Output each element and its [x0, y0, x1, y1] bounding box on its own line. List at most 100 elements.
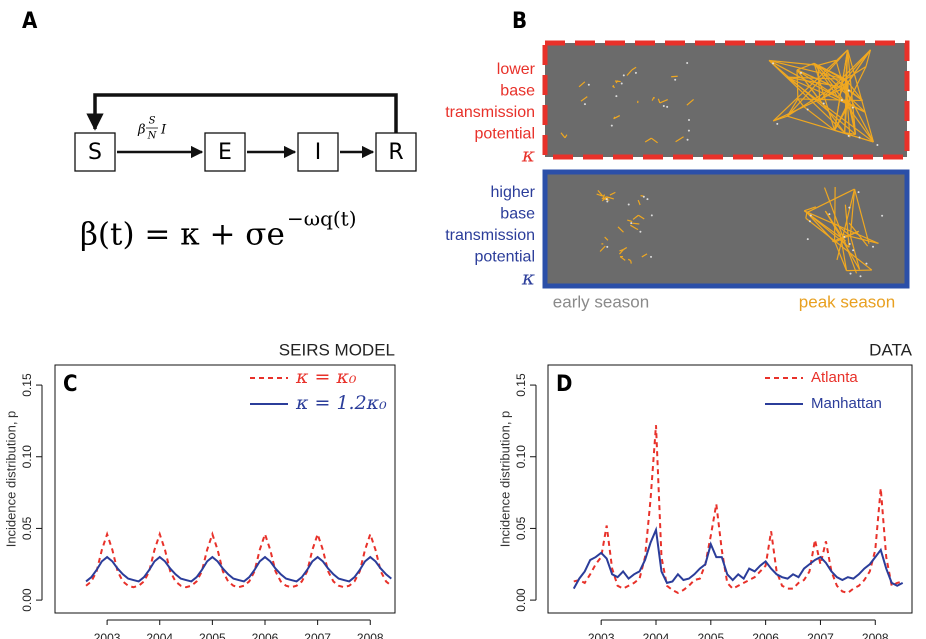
y-tick-label: 0.05	[514, 516, 528, 540]
network-node	[646, 198, 649, 201]
x-tick-label: 2004	[146, 631, 173, 639]
network-edge	[604, 236, 609, 241]
side-labels: lowerbasetransmissionpotentialκhigherbas…	[445, 61, 535, 289]
y-tick-label: 0.10	[514, 445, 528, 469]
network-node	[583, 103, 586, 106]
x-tick-label: 2008	[357, 631, 384, 639]
network-node	[806, 108, 809, 111]
network-edge	[606, 196, 614, 200]
network-node	[799, 71, 802, 74]
network-panel-bottom	[542, 169, 910, 289]
network-edge	[849, 189, 856, 237]
network-edge	[796, 62, 815, 71]
network-edge	[796, 69, 838, 89]
network-edge	[659, 99, 668, 104]
network-edge	[599, 245, 606, 252]
network-edge	[805, 212, 808, 219]
network-edge	[627, 258, 631, 262]
network-edge	[834, 66, 867, 131]
network-edge	[617, 226, 624, 233]
side-label: potential	[475, 249, 536, 266]
side-label: transmission	[445, 227, 535, 244]
network-edge	[833, 49, 849, 131]
network-edge	[675, 136, 684, 143]
side-label: lower	[497, 61, 536, 78]
node-label: S	[88, 140, 102, 165]
network-edge	[844, 49, 871, 88]
network-edge	[631, 66, 637, 71]
network-edge	[853, 188, 870, 244]
network-edge	[819, 49, 871, 101]
season-label: early season	[553, 292, 649, 311]
y-tick-label: 0.05	[20, 516, 34, 540]
network-node	[622, 74, 625, 77]
side-label: κ	[521, 266, 535, 290]
side-label: κ	[521, 143, 535, 167]
network-node	[674, 78, 677, 81]
x-tick-label: 2006	[252, 631, 279, 639]
network-edge	[651, 96, 655, 101]
edge-var: I	[160, 123, 167, 138]
network-edge	[623, 246, 628, 251]
y-tick-label: 0.00	[20, 588, 34, 612]
equation: β(t) = κ + σe	[80, 217, 285, 253]
network-edge	[651, 137, 658, 144]
network-node	[686, 138, 689, 141]
network-edge	[834, 129, 874, 143]
network-node	[650, 214, 653, 217]
network-edge	[578, 81, 586, 88]
network-edge	[772, 49, 849, 122]
network-edge	[636, 228, 639, 231]
chart-title: DATA	[869, 340, 912, 359]
network-edge	[806, 188, 855, 214]
series-line	[85, 531, 392, 589]
feedback-arrow	[86, 93, 398, 133]
panel-label: A	[22, 9, 38, 34]
network-edge	[849, 235, 861, 270]
network-node	[666, 105, 669, 108]
chart: DATA D Incidence distribution, p 0.00 0.05 0.…	[497, 340, 912, 639]
panel-b: B lowerbasetransmissionpotentialκhigherb…	[445, 9, 910, 311]
network-edge	[846, 269, 872, 272]
network-node	[852, 249, 855, 252]
network-node	[615, 95, 618, 98]
network-node	[642, 195, 645, 198]
node-box	[204, 132, 246, 172]
node-box	[74, 132, 116, 172]
network-node	[848, 206, 851, 209]
x-tick-label: 2004	[643, 631, 670, 639]
network-edge	[614, 80, 621, 83]
y-axis-label: Incidence distribution, p	[3, 411, 18, 548]
series-line	[572, 526, 904, 590]
network-edge	[797, 98, 805, 107]
network-edge	[836, 188, 856, 261]
network-edge	[637, 199, 641, 206]
network-edge	[613, 115, 621, 120]
network-node	[857, 191, 860, 194]
network-node	[606, 200, 609, 203]
network-edge	[817, 59, 837, 66]
network-edge	[848, 104, 866, 113]
series-line	[573, 425, 903, 595]
node-box	[297, 132, 339, 172]
network-edge	[768, 59, 846, 80]
x-tick-label: 2006	[752, 631, 779, 639]
network-edge	[601, 197, 604, 200]
network-node	[809, 214, 812, 217]
network-node	[662, 104, 665, 107]
network-node	[688, 118, 691, 121]
legend-label: Atlanta	[811, 369, 858, 386]
network-node	[686, 61, 689, 64]
network-node	[851, 106, 854, 109]
network-edge	[844, 132, 856, 136]
network-node	[840, 99, 843, 102]
network-node	[872, 245, 875, 248]
network-node	[772, 62, 775, 65]
side-label: base	[500, 206, 535, 223]
network-edge	[560, 132, 566, 139]
network-node	[605, 198, 608, 201]
network-node	[630, 222, 633, 225]
